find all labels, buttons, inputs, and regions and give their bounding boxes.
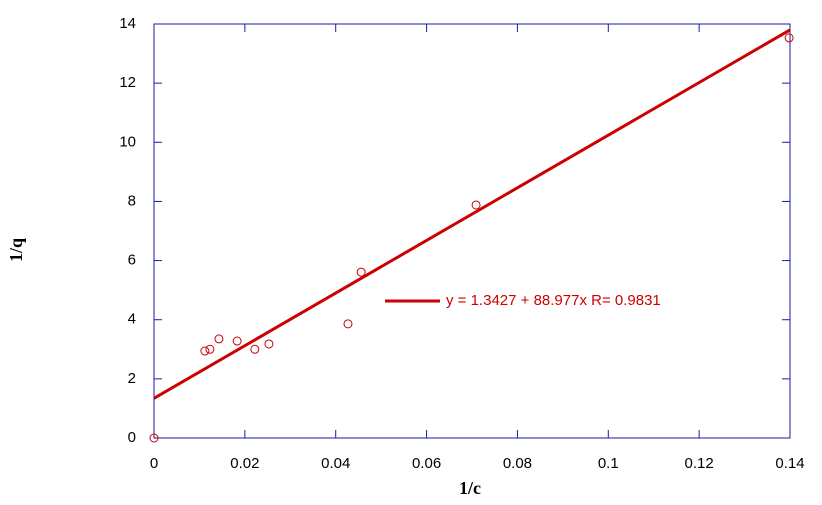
x-tick-label: 0.14 bbox=[775, 455, 804, 472]
x-axis-title: 1/c bbox=[459, 478, 481, 498]
y-tick-label: 10 bbox=[119, 133, 136, 150]
fit-line bbox=[154, 30, 790, 398]
data-point bbox=[215, 335, 223, 343]
data-point bbox=[233, 337, 241, 345]
y-tick-label: 6 bbox=[128, 252, 136, 269]
y-tick-label: 8 bbox=[128, 192, 136, 209]
x-tick-label: 0.06 bbox=[412, 455, 441, 472]
y-tick-label: 14 bbox=[119, 15, 136, 32]
x-tick-label: 0.08 bbox=[503, 455, 532, 472]
data-point bbox=[265, 340, 273, 348]
y-tick-label: 4 bbox=[128, 311, 136, 328]
x-tick-label: 0.1 bbox=[598, 455, 619, 472]
data-point bbox=[251, 345, 259, 353]
chart: 1/c 1/q 0 2 4 6 8 10 12 14 0 0.02 0.04 0.06 0.08 0.1 0… bbox=[0, 0, 822, 505]
legend-label: y = 1.3427 + 88.977x R= 0.9831 bbox=[446, 292, 661, 309]
data-point bbox=[472, 201, 480, 209]
data-point bbox=[344, 320, 352, 328]
y-axis-title: 1/q bbox=[6, 238, 26, 262]
data-point bbox=[201, 347, 209, 355]
x-tick-label: 0.02 bbox=[230, 455, 259, 472]
x-tick-label: 0 bbox=[150, 455, 158, 472]
y-tick-label: 12 bbox=[119, 74, 136, 91]
data-point bbox=[785, 34, 793, 42]
data-point bbox=[357, 268, 365, 276]
data-point bbox=[206, 345, 214, 353]
x-tick-label: 0.12 bbox=[685, 455, 714, 472]
y-tick-label: 2 bbox=[128, 370, 136, 387]
x-tick-label: 0.04 bbox=[321, 455, 350, 472]
y-tick-label: 0 bbox=[128, 429, 136, 446]
